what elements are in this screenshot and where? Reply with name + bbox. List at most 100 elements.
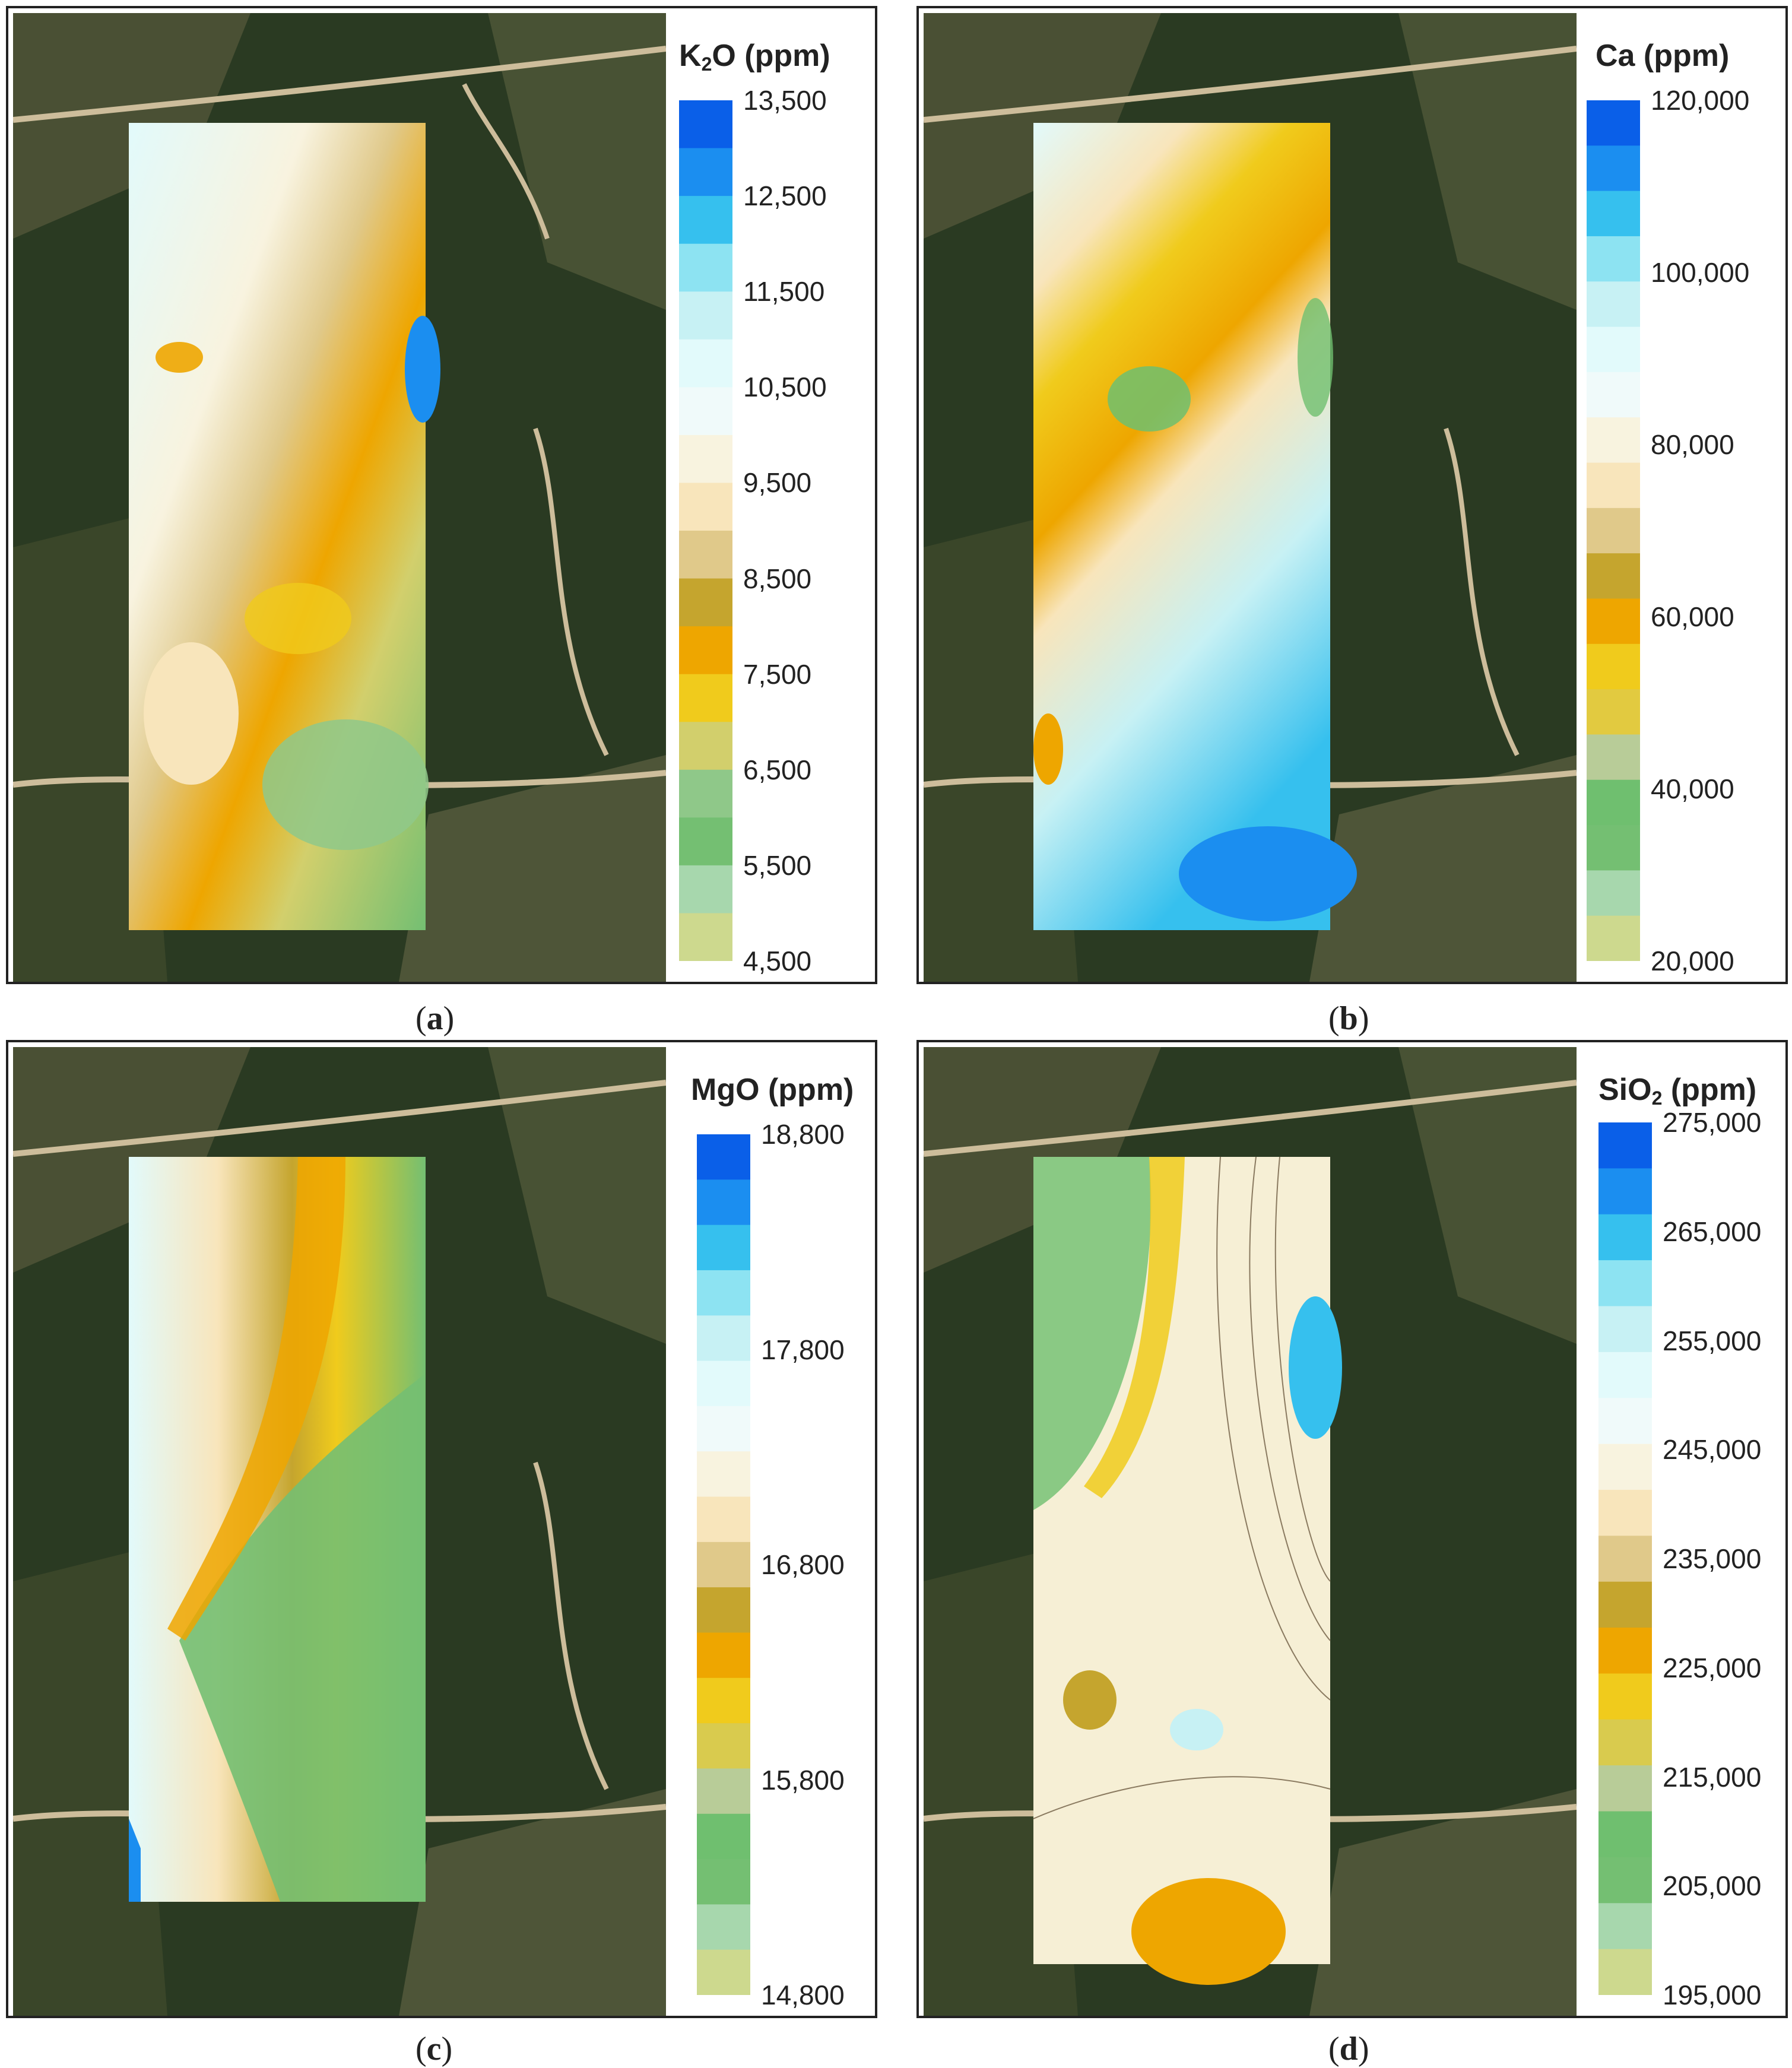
- legend-band: [1598, 1903, 1652, 1950]
- legend-tick-label: 11,500: [743, 276, 825, 307]
- legend-tick-label: 9,500: [743, 467, 812, 499]
- aerial-photo: [924, 1047, 1577, 2016]
- legend-band: [1587, 191, 1640, 237]
- contour-map: [1033, 123, 1330, 930]
- legend-band: [1587, 100, 1640, 146]
- legend-band: [1598, 1719, 1652, 1766]
- legend-tick-label: 120,000: [1651, 85, 1750, 116]
- legend-band: [679, 100, 732, 149]
- legend-band: [697, 1542, 750, 1588]
- legend-band: [679, 674, 732, 722]
- caption-c: (c): [416, 2031, 453, 2067]
- aerial-photo: [13, 13, 666, 982]
- legend-tick-label: 195,000: [1663, 1980, 1762, 2010]
- legend-tick-label: 215,000: [1663, 1761, 1762, 1793]
- legend-band: [1598, 1536, 1652, 1582]
- aerial-photo: [13, 1047, 666, 2016]
- legend-tick-label: 6,500: [743, 754, 812, 785]
- legend-tick-label: 225,000: [1663, 1652, 1762, 1683]
- legend-tick-label: 80,000: [1651, 429, 1734, 460]
- legend-band: [679, 243, 732, 292]
- legend-band: [679, 769, 732, 818]
- legend-tick-label: 100,000: [1651, 257, 1750, 288]
- legend-band: [1587, 326, 1640, 373]
- legend-tick-label: 255,000: [1663, 1325, 1762, 1356]
- legend-band: [1598, 1581, 1652, 1628]
- legend-tick-label: 13,500: [743, 85, 827, 116]
- legend-band: [1598, 1628, 1652, 1674]
- legend-band: [697, 1315, 750, 1362]
- color-scale-bar: [1598, 1122, 1652, 1995]
- legend-tick-label: 40,000: [1651, 773, 1734, 804]
- legend-band: [697, 1134, 750, 1180]
- legend-band: [697, 1813, 750, 1860]
- legend-band: [1587, 870, 1640, 916]
- legend-tick-label: 5,500: [743, 849, 812, 881]
- caption-a: (a): [416, 1000, 455, 1037]
- legend-band: [1587, 236, 1640, 282]
- legend-band: [1598, 1444, 1652, 1490]
- legend-band: [1587, 825, 1640, 871]
- panel-a: K2O (ppm) 13,500 12,500 11,500 10,500 9,500 8…: [6, 6, 877, 984]
- legend-band: [1587, 417, 1640, 464]
- legend-band: [1587, 779, 1640, 826]
- legend-band: [1598, 1260, 1652, 1306]
- legend-band: [679, 291, 732, 340]
- legend-band: [697, 1904, 750, 1950]
- legend-band: [1598, 1673, 1652, 1720]
- legend-tick-label: 14,800: [761, 1980, 845, 2010]
- panel-d: SiO2 (ppm) 275,000 265,000 255,000 245,000 2…: [916, 1040, 1788, 2018]
- legend-band: [1587, 915, 1640, 961]
- legend-tick-label: 245,000: [1663, 1434, 1762, 1466]
- legend-band: [697, 1360, 750, 1407]
- legend-band: [697, 1723, 750, 1769]
- legend-band: [679, 148, 732, 196]
- legend-band: [697, 1859, 750, 1905]
- legend-title: Ca (ppm): [1596, 39, 1730, 73]
- legend-band: [1587, 462, 1640, 509]
- legend-tick-label: 10,500: [743, 372, 827, 403]
- legend-tick-label: 60,000: [1651, 601, 1734, 632]
- legend-band: [1587, 145, 1640, 192]
- caption-b: (b): [1328, 1000, 1369, 1037]
- legend-band: [1598, 1857, 1652, 1904]
- panel-c: MgO (ppm) 18,800 17,800 16,800 15,800 14,800: [6, 1040, 877, 2018]
- legend-title: MgO (ppm): [691, 1073, 854, 1107]
- legend-band: [679, 578, 732, 627]
- legend-band: [679, 865, 732, 914]
- legend-band: [697, 1949, 750, 1995]
- legend-tick-label: 18,800: [761, 1119, 845, 1150]
- legend-tick-label: 16,800: [761, 1549, 845, 1580]
- legend-band: [697, 1496, 750, 1543]
- legend-band: [1587, 508, 1640, 554]
- legend-band: [1587, 281, 1640, 328]
- legend-band: [697, 1406, 750, 1452]
- legend-band: [1587, 553, 1640, 599]
- legend-band: [1587, 689, 1640, 735]
- legend-band: [679, 531, 732, 579]
- legend-band: [679, 434, 732, 483]
- legend-band: [1598, 1811, 1652, 1858]
- legend-title: SiO2 (ppm): [1598, 1073, 1757, 1109]
- legend-band: [697, 1768, 750, 1815]
- legend-title: K2O (ppm): [679, 39, 830, 75]
- legend-band: [679, 722, 732, 770]
- legend-tick-label: 15,800: [761, 1764, 845, 1796]
- legend-band: [1598, 1306, 1652, 1353]
- legend-band: [697, 1632, 750, 1679]
- legend-band: [1587, 643, 1640, 690]
- legend-band: [697, 1451, 750, 1498]
- legend-tick-label: 275,000: [1663, 1107, 1762, 1138]
- legend-band: [679, 626, 732, 675]
- legend-tick-label: 17,800: [761, 1334, 845, 1365]
- legend-band: [697, 1587, 750, 1633]
- aerial-photo: [924, 13, 1577, 982]
- legend-band: [697, 1179, 750, 1226]
- legend-band: [679, 196, 732, 245]
- legend-band: [697, 1270, 750, 1316]
- legend-band: [1587, 734, 1640, 781]
- legend-band: [697, 1677, 750, 1724]
- legend-tick-label: 4,500: [743, 946, 812, 976]
- legend-band: [1598, 1489, 1652, 1536]
- legend-tick-label: 8,500: [743, 563, 812, 594]
